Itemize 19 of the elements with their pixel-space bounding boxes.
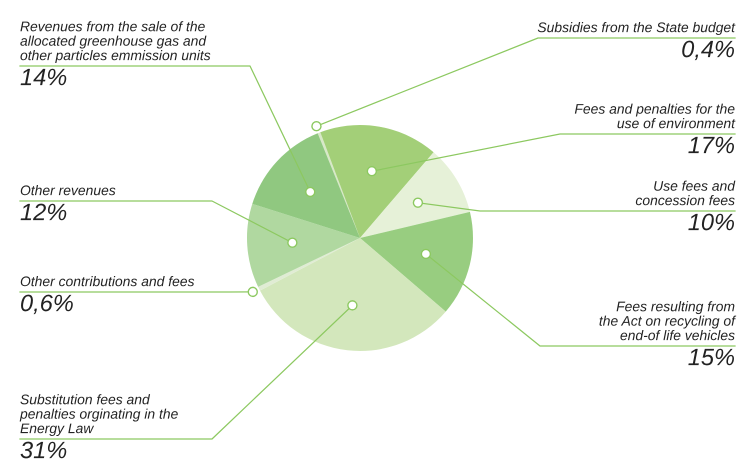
slice-label: Substitution fees and penalties orginating in the Energy Law	[20, 394, 178, 436]
slice-label: Subsidies from the State budget	[538, 22, 736, 35]
data-label: 14%	[20, 68, 66, 86]
data-label: 17%	[688, 136, 734, 154]
data-label: 0,6%	[21, 294, 73, 314]
data-label: 10%	[688, 214, 734, 230]
slice-label: Fees resulting from the Act on recycling of end-of life vehicles	[600, 301, 736, 340]
slice-label: Fees and penalties for the use of environment	[574, 104, 736, 128]
slice-label: Revenues from the sale of the allocated greenhouse gas and other particles emmission units	[20, 21, 210, 63]
data-label: 31%	[20, 442, 66, 458]
slice-label: Use fees and concession fees	[636, 180, 736, 206]
pie-slice	[260, 238, 446, 351]
data-label: 12%	[20, 204, 66, 220]
slice-label: Other contributions and fees	[20, 276, 194, 286]
pie-slice	[360, 152, 470, 238]
slice-label: Other revenues	[20, 185, 116, 196]
data-label: 0,4%	[682, 40, 734, 60]
pie-slice	[247, 204, 360, 287]
data-label: 15%	[688, 348, 734, 366]
